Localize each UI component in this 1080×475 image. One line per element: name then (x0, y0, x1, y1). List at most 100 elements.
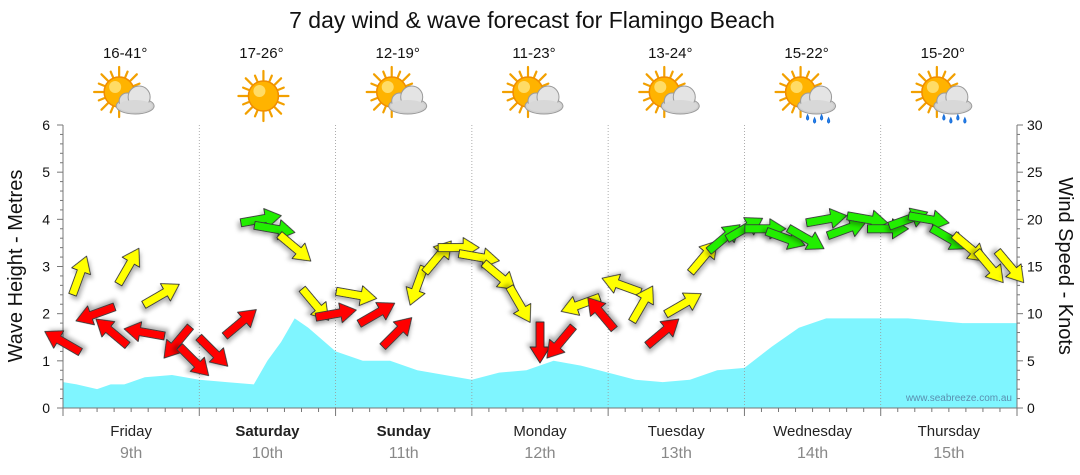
day-temperature: 15-22° (784, 45, 828, 62)
left-tick-label: 6 (42, 117, 50, 133)
sun-ray (805, 70, 811, 79)
day-date-label: 10th (252, 445, 283, 462)
right-tick-label: 0 (1027, 400, 1035, 416)
right-tick-label: 20 (1027, 211, 1043, 227)
left-axis-title: Wave Height - Metres (5, 170, 27, 363)
wind-arrow (95, 318, 131, 349)
day-labels: Friday 9th Saturday 10th Sunday 11th Monday 12t… (110, 423, 980, 462)
sun-ray (915, 97, 924, 102)
rain-drops (805, 113, 831, 124)
right-tick-label: 15 (1027, 259, 1043, 275)
wind-arrow (663, 292, 702, 319)
wind-arrow (628, 285, 654, 324)
wind-arrow (587, 297, 618, 333)
sun-ray (927, 70, 932, 79)
rain-drop (826, 116, 831, 124)
wind-arrow (141, 283, 180, 309)
cloud-fill (663, 100, 698, 112)
sun-ray (538, 73, 547, 82)
sun-ray (947, 73, 956, 82)
sun-ray (506, 82, 515, 87)
rain-drop (942, 113, 946, 121)
left-tick-label: 0 (42, 400, 50, 416)
sun-rays (237, 69, 290, 123)
left-axis-ticks: 0 1 2 3 4 5 6 (42, 117, 63, 416)
day-date-label: 15th (933, 445, 964, 462)
cloud (797, 85, 837, 115)
left-tick-label: 4 (42, 211, 50, 227)
sun-ray (372, 73, 382, 82)
left-tick-label: 3 (42, 259, 50, 275)
day-date-label: 13th (661, 445, 692, 462)
sun-highlight (109, 81, 122, 93)
day-date-label: 11th (389, 445, 419, 462)
day-name-label: Saturday (235, 423, 300, 440)
right-tick-label: 5 (1027, 353, 1035, 369)
partly-cloudy-icon (501, 65, 564, 119)
sun-ray (779, 82, 787, 87)
sun-ray (253, 109, 259, 118)
cloud (388, 85, 428, 115)
sun-ray (253, 74, 259, 83)
sun-ray (382, 105, 387, 114)
wind-arrow (195, 333, 229, 367)
day-temperature: 11-23° (512, 45, 555, 62)
wind-arrow (44, 330, 83, 356)
sun-ray (370, 97, 379, 102)
sun-ray (372, 102, 382, 111)
sun-ray (132, 82, 141, 87)
cloud-fill (527, 100, 561, 112)
right-tick-label: 10 (1027, 306, 1043, 322)
cloud (524, 85, 564, 115)
sun-ray (950, 82, 959, 87)
day-name-label: Monday (513, 423, 567, 440)
wind-arrow (276, 231, 312, 262)
day-date-label: 9th (120, 445, 142, 462)
sun-ray (396, 70, 402, 79)
wind-arrow (114, 247, 141, 287)
sun-ray (109, 105, 115, 114)
sun-ray (277, 101, 285, 106)
sun-ray (273, 106, 283, 115)
cloud-fill (935, 100, 970, 112)
cloud (660, 85, 700, 115)
wind-arrow (123, 321, 166, 342)
day-date-label: 12th (524, 445, 555, 462)
left-tick-label: 1 (42, 353, 50, 369)
wind-arrow (805, 208, 848, 229)
rain-drop (812, 116, 817, 124)
sun-rain-icon (774, 65, 837, 124)
wind-arrow (480, 259, 516, 290)
sun-ray (518, 105, 523, 114)
sun-ray (370, 82, 379, 87)
sun-ray (918, 73, 927, 82)
sun-ray (541, 82, 550, 87)
sun-ray (814, 82, 822, 87)
wind-arrow (75, 302, 117, 326)
sun-ray (506, 97, 515, 102)
day-name-label: Wednesday (773, 423, 852, 440)
sun-rain-icon (910, 65, 973, 124)
sun-disc (247, 80, 280, 112)
sun-ray (927, 105, 932, 114)
sun-ray (918, 102, 927, 111)
grid-lines (198, 125, 882, 408)
x-axis-ticks (62, 408, 1018, 416)
sun-ray (124, 70, 129, 79)
wave-height-area (63, 318, 1017, 408)
sun-ray (242, 101, 250, 106)
sun-ray (781, 102, 791, 111)
sun-ray (129, 73, 138, 82)
wind-arrow (379, 317, 413, 350)
sun-ray (244, 106, 254, 115)
sun-highlight (381, 81, 394, 93)
watermark: www.seabreeze.com.au (905, 393, 1012, 404)
weather-icons (93, 65, 973, 124)
partly-cloudy-icon (638, 65, 700, 119)
day-temperature: 12-19° (376, 45, 420, 62)
cloud (933, 85, 973, 115)
day-name-label: Thursday (918, 423, 981, 440)
cloud-fill (118, 100, 153, 112)
sun-ray (268, 109, 273, 118)
sun-ray (791, 70, 796, 79)
